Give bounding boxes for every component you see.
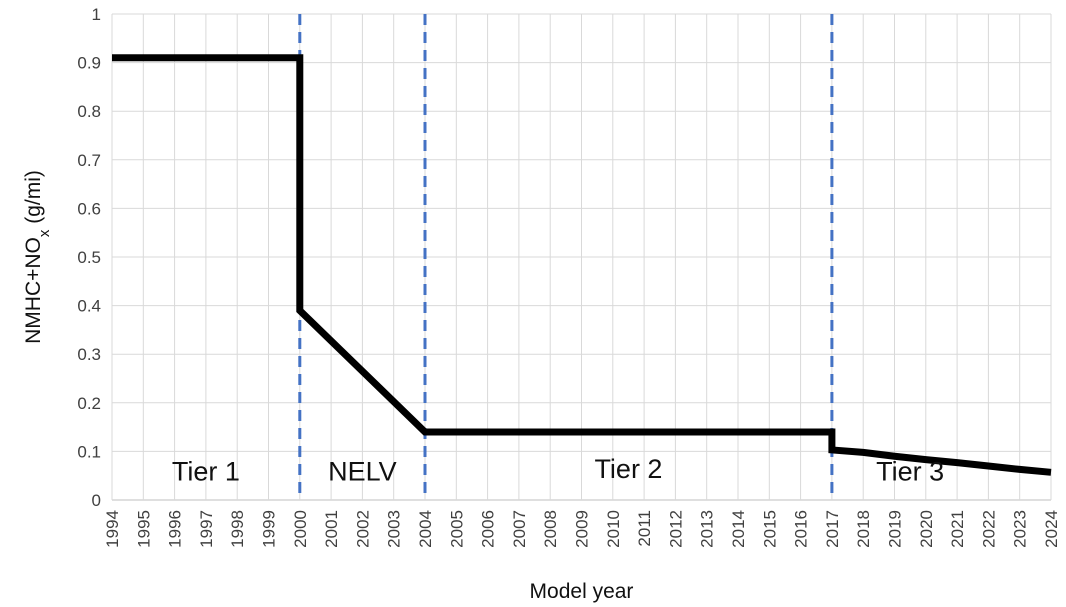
y-tick-label: 0.6 <box>77 199 101 218</box>
x-tick-label: 1996 <box>166 510 185 548</box>
x-tick-label: 2018 <box>854 510 873 548</box>
y-tick-label: 0.2 <box>77 394 101 413</box>
x-tick-label: 2014 <box>729 510 748 548</box>
x-tick-label: 2021 <box>948 510 967 548</box>
x-tick-label: 2015 <box>760 510 779 548</box>
x-tick-label: 2001 <box>322 510 341 548</box>
region-label: Tier 2 <box>594 454 662 484</box>
region-label: Tier 1 <box>172 457 240 487</box>
region-label: NELV <box>328 457 397 487</box>
y-axis-title-suffix: (g/mi) <box>22 170 45 230</box>
x-tick-label: 1997 <box>197 510 216 548</box>
x-tick-label: 2002 <box>353 510 372 548</box>
x-tick-label: 2010 <box>604 510 623 548</box>
y-tick-label: 0.5 <box>77 248 101 267</box>
x-tick-label: 2007 <box>510 510 529 548</box>
x-tick-label: 1999 <box>260 510 279 548</box>
x-tick-label: 2024 <box>1042 510 1061 548</box>
x-axis-title: Model year <box>530 580 634 603</box>
x-tick-label: 2013 <box>698 510 717 548</box>
x-tick-label: 1994 <box>103 510 122 548</box>
x-tick-label: 2020 <box>917 510 936 548</box>
y-axis-tick-labels: 0 0.1 0.2 0.3 0.4 0.5 0.6 0.7 0.8 0.9 1 <box>77 5 101 510</box>
x-tick-label: 2023 <box>1011 510 1030 548</box>
x-tick-label: 2012 <box>666 510 685 548</box>
x-tick-label: 2005 <box>447 510 466 548</box>
y-tick-label: 0.7 <box>77 151 101 170</box>
x-tick-label: 1998 <box>228 510 247 548</box>
x-tick-label: 2019 <box>886 510 905 548</box>
x-axis-tick-labels: 1994 1995 1996 1997 1998 1999 2000 2001 2002 2003… <box>103 510 1061 548</box>
x-tick-label: 2022 <box>979 510 998 548</box>
x-tick-label: 2004 <box>416 510 435 548</box>
x-tick-label: 2011 <box>635 510 654 547</box>
x-tick-label: 2003 <box>385 510 404 548</box>
y-axis-title-subscript: x <box>36 229 53 237</box>
x-tick-label: 2008 <box>541 510 560 548</box>
y-tick-label: 1 <box>92 5 101 24</box>
emission-standard-series <box>112 54 1052 476</box>
x-tick-label: 1995 <box>134 510 153 548</box>
tier-region-labels: Tier 1 NELV Tier 2 Tier 3 <box>172 454 944 486</box>
y-tick-label: 0.1 <box>77 442 101 461</box>
x-tick-label: 2000 <box>291 510 310 548</box>
y-tick-label: 0.9 <box>77 54 101 73</box>
x-tick-label: 2009 <box>573 510 592 548</box>
y-tick-label: 0.3 <box>77 345 101 364</box>
series-line <box>112 54 1052 476</box>
x-tick-label: 2017 <box>823 510 842 548</box>
x-tick-label: 2016 <box>792 510 811 548</box>
y-axis-title-main: NMHC+NO <box>22 237 45 344</box>
region-label: Tier 3 <box>876 457 944 487</box>
x-tick-label: 2006 <box>479 510 498 548</box>
y-tick-label: 0.8 <box>77 102 101 121</box>
y-tick-label: 0 <box>92 491 101 510</box>
y-tick-label: 0.4 <box>77 297 101 316</box>
y-axis-title: NMHC+NOx (g/mi) <box>22 170 53 344</box>
